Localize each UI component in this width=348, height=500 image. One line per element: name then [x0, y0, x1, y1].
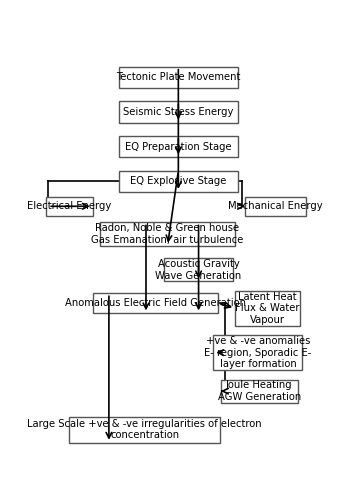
Text: Tectonic Plate Movement: Tectonic Plate Movement: [116, 72, 240, 83]
FancyBboxPatch shape: [100, 222, 235, 246]
Text: Radon, Noble & Green house
Gas Emanation, air turbulence: Radon, Noble & Green house Gas Emanation…: [92, 223, 244, 245]
FancyBboxPatch shape: [119, 66, 238, 88]
Text: EQ Preparation Stage: EQ Preparation Stage: [125, 142, 232, 152]
FancyBboxPatch shape: [235, 291, 300, 326]
Text: Latent Heat
Flux & Water
Vapour: Latent Heat Flux & Water Vapour: [235, 292, 300, 325]
Text: Seismic Stress Energy: Seismic Stress Energy: [123, 107, 234, 117]
FancyBboxPatch shape: [46, 196, 93, 216]
FancyBboxPatch shape: [164, 258, 233, 281]
FancyBboxPatch shape: [119, 102, 238, 122]
Text: Mechanical Energy: Mechanical Energy: [228, 202, 323, 211]
FancyBboxPatch shape: [245, 196, 306, 216]
Text: Anomalous Electric Field Generation: Anomalous Electric Field Generation: [65, 298, 246, 308]
FancyBboxPatch shape: [221, 380, 298, 402]
Text: Large Scale +ve & -ve irregularities of electron
concentration: Large Scale +ve & -ve irregularities of …: [27, 419, 262, 440]
FancyBboxPatch shape: [213, 336, 302, 370]
Text: +ve & -ve anomalies
E- region, Sporadic E-
layer formation: +ve & -ve anomalies E- region, Sporadic …: [204, 336, 311, 369]
FancyBboxPatch shape: [93, 294, 218, 314]
FancyBboxPatch shape: [119, 170, 238, 192]
FancyBboxPatch shape: [69, 416, 220, 442]
Text: EQ Explosive Stage: EQ Explosive Stage: [130, 176, 227, 186]
Text: Joule Heating
AGW Generation: Joule Heating AGW Generation: [218, 380, 301, 402]
Text: Acoustic Gravity
Wave Generation: Acoustic Gravity Wave Generation: [156, 259, 242, 280]
FancyBboxPatch shape: [119, 136, 238, 157]
Text: Electrical Energy: Electrical Energy: [27, 202, 111, 211]
